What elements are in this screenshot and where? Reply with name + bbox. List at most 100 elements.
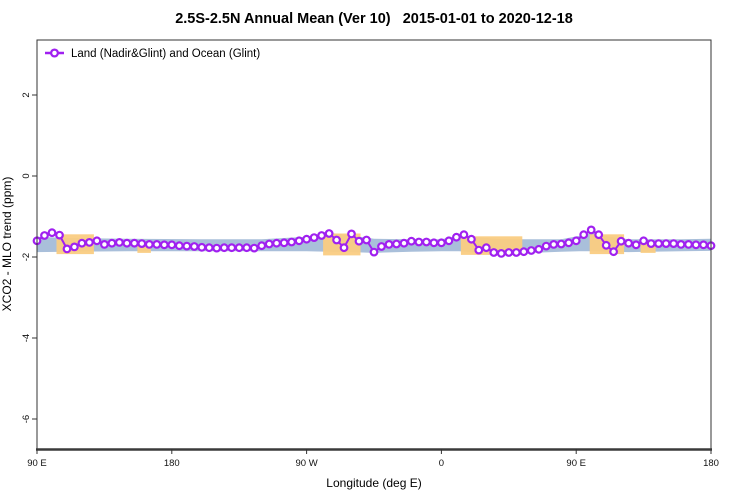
data-point <box>62 244 72 254</box>
legend-series-marker-icon <box>49 48 60 58</box>
data-point <box>631 240 641 250</box>
data-point <box>92 236 102 246</box>
data-point <box>219 243 229 253</box>
data-point <box>189 242 199 251</box>
data-point <box>556 239 566 249</box>
data-point <box>204 243 214 253</box>
y-axis-ticks: 2 0 -2 -4 -6 <box>21 92 37 423</box>
data-point <box>646 239 656 249</box>
x-tick-label: 180 <box>703 458 719 469</box>
data-point <box>511 248 521 257</box>
data-point <box>129 238 139 248</box>
data-point <box>481 243 491 253</box>
x-axis-title: Longitude (deg E) <box>326 476 421 490</box>
band-orange <box>640 242 656 253</box>
data-point <box>564 238 574 248</box>
data-point <box>47 228 57 238</box>
data-point <box>159 240 169 250</box>
y-tick-label: -6 <box>21 415 32 423</box>
data-point <box>279 238 289 248</box>
data-point <box>541 241 551 251</box>
legend-label: Land (Nadir&Glint) and Ocean (Glint) <box>71 48 260 60</box>
data-point <box>654 239 663 249</box>
data-point <box>414 237 424 247</box>
data-point <box>601 240 611 250</box>
data-point <box>526 246 536 255</box>
data-point <box>249 243 259 253</box>
data-point <box>429 238 439 248</box>
data-point <box>534 244 544 254</box>
x-tick-label: 180 <box>164 458 180 469</box>
data-point <box>586 225 596 235</box>
data-point <box>182 241 192 251</box>
data-point <box>609 247 618 257</box>
data-point <box>407 236 416 246</box>
data-point <box>489 248 499 257</box>
data-point <box>294 236 304 246</box>
data-point <box>459 230 469 240</box>
data-point <box>122 238 132 248</box>
data-point <box>264 239 274 249</box>
data-point <box>242 243 252 253</box>
data-point <box>594 230 604 240</box>
data-point <box>324 229 334 238</box>
data-point <box>107 238 117 248</box>
data-point <box>549 239 559 249</box>
data-point <box>369 247 379 257</box>
data-point <box>287 237 297 247</box>
data-point <box>84 237 94 247</box>
data-point <box>474 245 484 255</box>
data-point <box>616 236 626 246</box>
x-axis-ticks: 90 E 180 90 W 0 90 E 180 <box>27 449 719 469</box>
data-point <box>174 241 184 251</box>
data-point <box>302 234 312 244</box>
data-point <box>197 242 207 252</box>
y-tick-label: -2 <box>21 253 32 261</box>
data-point <box>77 238 87 248</box>
y-tick-label: -4 <box>21 334 32 342</box>
data-point <box>661 239 671 249</box>
data-point <box>684 239 693 249</box>
data-point <box>332 235 342 245</box>
data-point <box>676 239 686 249</box>
data-point <box>504 248 514 257</box>
data-point <box>579 230 589 240</box>
x-tick-label: 0 <box>439 458 444 469</box>
data-point <box>362 235 371 245</box>
y-tick-label: 0 <box>21 173 32 178</box>
data-point <box>55 230 64 240</box>
data-point <box>691 240 701 250</box>
data-point <box>257 241 267 251</box>
data-point <box>167 240 177 250</box>
data-point <box>624 238 633 248</box>
data-point <box>571 236 581 246</box>
data-point <box>339 243 349 253</box>
data-point <box>444 236 454 246</box>
data-point <box>40 231 49 240</box>
x-tick-label: 90 E <box>566 458 586 469</box>
data-point <box>377 242 386 251</box>
x-tick-label: 90 E <box>27 458 47 469</box>
data-point <box>354 236 364 246</box>
data-point <box>99 239 109 249</box>
data-point <box>519 247 529 257</box>
data-point <box>639 236 648 246</box>
data-point <box>152 239 162 249</box>
y-tick-label: 2 <box>21 92 32 97</box>
data-point <box>384 239 394 249</box>
data-point <box>399 238 409 248</box>
data-point <box>227 243 237 253</box>
x-tick-label: 90 W <box>296 458 318 469</box>
chart-title: 2.5S-2.5N Annual Mean (Ver 10) 2015-01-0… <box>175 11 573 27</box>
y-axis-title: XCO2 - MLO trend (ppm) <box>0 177 14 312</box>
data-point <box>69 242 79 252</box>
data-point <box>452 232 461 242</box>
data-point <box>114 237 124 247</box>
data-point <box>347 229 356 239</box>
data-point <box>144 239 154 249</box>
data-point <box>669 239 678 249</box>
data-point <box>422 237 431 247</box>
data-point <box>392 239 401 249</box>
